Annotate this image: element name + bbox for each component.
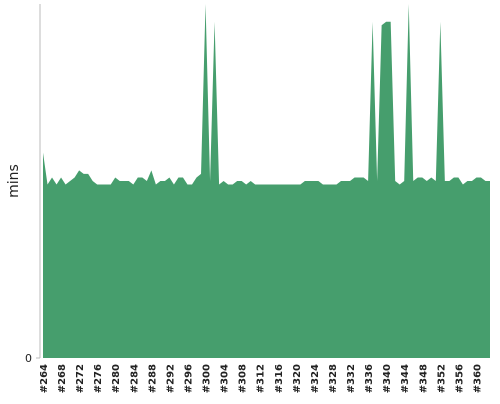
x-tick-label: #264 bbox=[39, 364, 50, 393]
y-tick-label: 0 bbox=[25, 352, 32, 365]
x-tick-label: #312 bbox=[256, 364, 267, 393]
x-tick-label: #344 bbox=[400, 364, 411, 393]
x-tick-label: #284 bbox=[129, 364, 140, 393]
x-tick-label: #276 bbox=[93, 364, 104, 393]
x-tick-label: #292 bbox=[165, 364, 176, 393]
x-tick-label: #320 bbox=[292, 364, 303, 393]
x-tick-label: #300 bbox=[202, 364, 213, 393]
x-tick-label: #336 bbox=[364, 364, 375, 393]
x-tick-label: #304 bbox=[220, 364, 231, 393]
x-tick-label: #356 bbox=[454, 364, 465, 393]
area bbox=[43, 4, 490, 358]
x-tick-label: #308 bbox=[238, 364, 249, 393]
x-tick-label: #272 bbox=[75, 364, 86, 393]
y-axis-label: mins bbox=[6, 164, 22, 198]
x-tick-label: #324 bbox=[310, 364, 321, 393]
x-tick-label: #328 bbox=[328, 364, 339, 393]
x-tick-label: #332 bbox=[346, 364, 357, 393]
x-tick-label: #288 bbox=[147, 364, 158, 393]
x-tick-label: #360 bbox=[472, 364, 483, 393]
x-tick-label: #268 bbox=[57, 364, 68, 393]
x-tick-label: #296 bbox=[183, 364, 194, 393]
x-tick-label: #316 bbox=[274, 364, 285, 393]
x-tick-label: #348 bbox=[418, 364, 429, 393]
x-tick-label: #352 bbox=[436, 364, 447, 393]
x-tick-label: #340 bbox=[382, 364, 393, 393]
x-tick-label: #280 bbox=[111, 364, 122, 393]
